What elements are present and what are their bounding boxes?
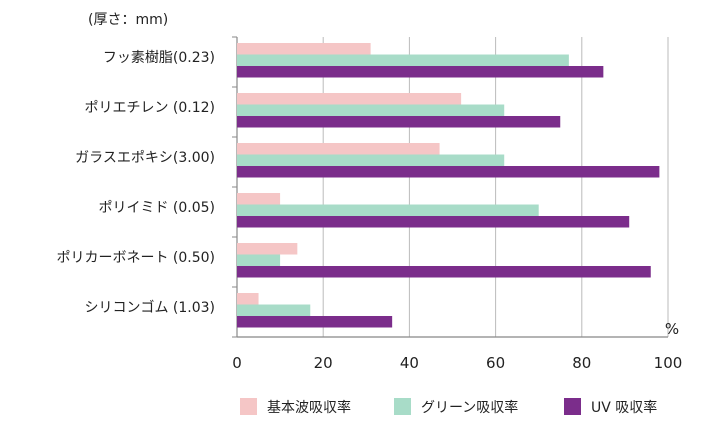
- bar-uv: [237, 266, 651, 278]
- bar-uv: [237, 166, 660, 178]
- legend-label: UV 吸収率: [591, 399, 657, 416]
- legend-swatch: [394, 398, 411, 415]
- bar-green: [237, 204, 539, 216]
- legend-label: グリーン吸収率: [421, 399, 518, 416]
- bar-uv: [237, 216, 630, 228]
- bar-green: [237, 104, 505, 116]
- category-label: シリコンゴム (1.03): [84, 299, 215, 316]
- bar-uv: [237, 66, 604, 78]
- category-label: フッ素樹脂(0.23): [103, 50, 215, 66]
- bar-fundamental: [237, 143, 440, 155]
- category-label: ポリカーボネート (0.50): [56, 250, 215, 266]
- bar-fundamental: [237, 93, 462, 105]
- bar-green: [237, 154, 505, 166]
- x-tick-label: 100: [654, 354, 683, 372]
- bar-green: [237, 54, 569, 66]
- category-label: ガラスエポキシ(3.00): [75, 150, 215, 166]
- bar-uv: [237, 116, 561, 128]
- x-tick-label: 60: [486, 354, 505, 372]
- category-label: ポリエチレン (0.12): [84, 100, 215, 116]
- bar-green: [237, 254, 281, 266]
- x-tick-label: 20: [314, 354, 333, 372]
- legend-label: 基本波吸収率: [267, 399, 351, 416]
- bar-fundamental: [237, 293, 259, 305]
- legend-swatch: [564, 398, 581, 415]
- x-axis-unit: %: [665, 320, 679, 338]
- bar-green: [237, 304, 311, 316]
- thickness-unit-label: (厚さ：mm): [88, 12, 168, 28]
- bar-uv: [237, 316, 393, 328]
- bar-fundamental: [237, 43, 371, 55]
- legend-swatch: [240, 398, 257, 415]
- x-tick-label: 80: [572, 354, 591, 372]
- bar-fundamental: [237, 193, 281, 205]
- category-label: ポリイミド (0.05): [98, 200, 215, 216]
- x-tick-label: 40: [400, 354, 419, 372]
- x-tick-label: 0: [232, 354, 242, 372]
- bar-fundamental: [237, 243, 298, 255]
